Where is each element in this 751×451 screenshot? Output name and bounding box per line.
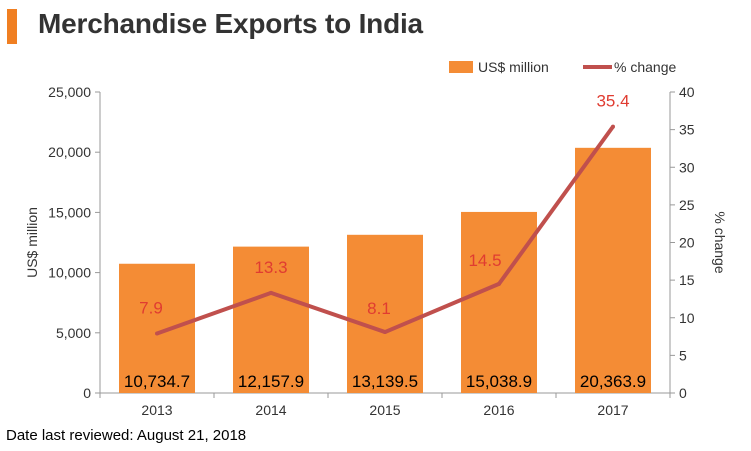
y2-tick-label: 10 [679,310,695,326]
pct-change-label: 35.4 [596,92,629,111]
legend-label-pct-change: % change [614,59,676,75]
y-tick-label: 10,000 [48,265,91,281]
bar-value-label: 20,363.9 [580,372,646,391]
bars [119,147,651,393]
bar-2015 [347,234,423,393]
y2-tick-label: 0 [679,385,687,401]
legend-label-us-million: US$ million [478,59,549,75]
pct-change-point [611,124,615,129]
line-series [155,124,615,336]
data-labels: 10,734.7 12,157.9 13,139.5 15,038.9 20,363.9… [124,92,646,391]
title-accent-bar [7,9,17,44]
pct-change-point [383,330,387,335]
pct-change-point [497,281,501,286]
pct-change-label: 13.3 [254,258,287,277]
bar-value-label: 13,139.5 [352,372,418,391]
bar-2017 [575,147,651,393]
y-tick-label: 25,000 [48,84,91,100]
page-title: Merchandise Exports to India [38,8,423,39]
pct-change-label: 8.1 [367,299,391,318]
bar-2016 [461,211,537,393]
x-tick-label: 2016 [483,402,514,418]
y-tick-label: 0 [83,385,91,401]
x-tick-label: 2014 [255,402,286,418]
y-tick-label: 5,000 [56,325,91,341]
axes: 0 5,000 10,000 15,000 20,000 25,000 0 5 10 15 20 25… [24,84,728,418]
x-tick-label: 2013 [141,402,172,418]
pct-change-label: 14.5 [468,251,501,270]
y-tick-label: 20,000 [48,144,91,160]
legend-swatch-us-million [449,61,473,73]
y2-tick-label: 15 [679,272,695,288]
bar-value-label: 15,038.9 [466,372,532,391]
y2-tick-label: 30 [679,159,695,175]
y2-tick-label: 40 [679,84,695,100]
bar-value-label: 12,157.9 [238,372,304,391]
review-date-note: Date last reviewed: August 21, 2018 [6,427,247,444]
bar-value-label: 10,734.7 [124,372,190,391]
bar-2014 [233,246,309,393]
y2-tick-label: 35 [679,122,695,138]
x-tick-label: 2017 [597,402,628,418]
y-tick-label: 15,000 [48,204,91,220]
y2-tick-label: 20 [679,235,695,251]
x-tick-label: 2015 [369,402,400,418]
bar-2013 [119,263,195,393]
y2-axis-title: % change [712,211,728,273]
legend: US$ million % change [449,59,676,75]
pct-change-label: 7.9 [139,299,163,318]
y-axis-title: US$ million [24,207,40,278]
y2-tick-label: 5 [679,347,687,363]
y2-tick-label: 25 [679,197,695,213]
pct-change-point [155,331,159,336]
pct-change-point [269,290,273,295]
